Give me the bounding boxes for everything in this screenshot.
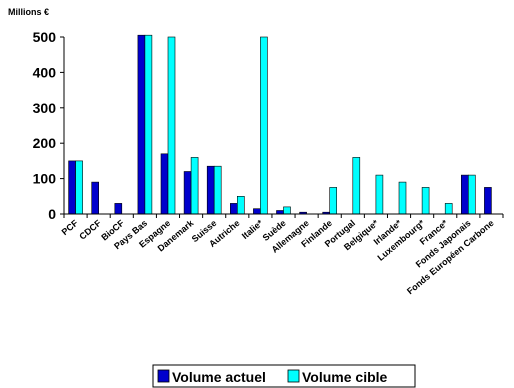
bar-actuel-6 <box>206 165 215 215</box>
x-tick-label: CDCF <box>77 218 103 242</box>
bar-actuel-5 <box>183 171 192 215</box>
bar-actuel-1 <box>91 181 99 215</box>
y-tick-label: 300 <box>33 100 57 116</box>
y-tick-label: 0 <box>48 206 56 222</box>
bar-actuel-8 <box>253 208 261 215</box>
legend-swatch-volume-cible <box>287 369 300 383</box>
legend-label-volume-cible: Volume cible <box>302 369 388 385</box>
bar-actuel-3 <box>137 34 146 215</box>
bar-actuel-2 <box>114 203 123 215</box>
bar-actuel-18 <box>484 187 492 215</box>
bar-actuel-4 <box>160 153 169 215</box>
bar-actuel-7 <box>230 203 238 215</box>
bar-actuel-0 <box>68 160 76 215</box>
bar-cible-7 <box>237 196 245 215</box>
bar-cible-5 <box>190 157 199 215</box>
y-tick-label: 500 <box>33 29 57 45</box>
bar-cible-4 <box>167 36 176 215</box>
bar-cible-8 <box>260 36 268 215</box>
y-tick-label: 200 <box>33 135 57 151</box>
bar-cible-0 <box>75 160 83 215</box>
y-tick-labels: 0 100 200 300 400 500 <box>33 29 57 222</box>
bar-actuel-17 <box>460 174 469 215</box>
bar-cible-14 <box>398 181 407 215</box>
bars-group <box>68 34 492 215</box>
bar-cible-6 <box>213 165 222 215</box>
bar-cible-13 <box>375 174 384 215</box>
bar-cible-12 <box>352 157 361 215</box>
bar-cible-3 <box>144 34 153 215</box>
legend-swatch-volume-actuel <box>157 369 170 383</box>
y-tick-label: 100 <box>33 171 57 187</box>
bar-cible-16 <box>444 203 453 215</box>
bar-cible-9 <box>283 206 291 215</box>
bar-cible-17 <box>467 174 476 215</box>
axes-group <box>60 36 504 218</box>
y-unit-label: Millions € <box>8 7 49 17</box>
legend-box <box>152 364 416 388</box>
bar-cible-11 <box>329 187 338 215</box>
legend-label-volume-actuel: Volume actuel <box>172 369 266 385</box>
bar-actuel-9 <box>276 210 284 215</box>
y-tick-label: 400 <box>33 64 57 80</box>
bar-cible-15 <box>421 187 430 215</box>
legend: Volume actuel Volume cible <box>152 364 416 388</box>
